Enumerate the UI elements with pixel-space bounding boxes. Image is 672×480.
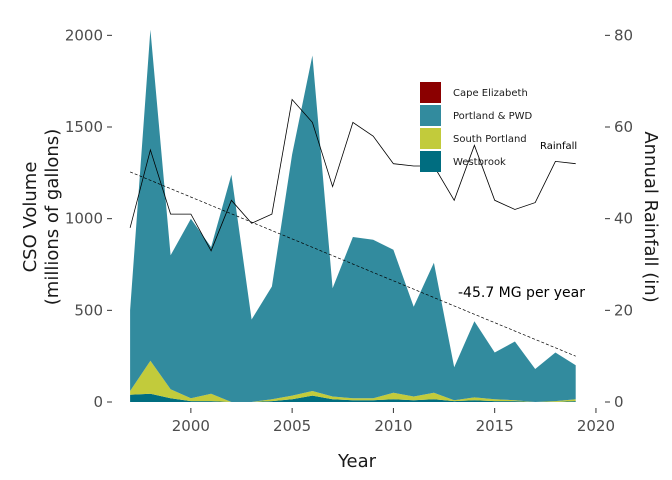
x-tick-label: 2015 [476, 417, 514, 435]
axes: 2000 2005 2010 2015 2020 0 500 1000 1500 2000 0 20 4… [65, 26, 633, 435]
y-tick-label: 2000 [65, 26, 103, 44]
y-tick-label: 1000 [65, 210, 103, 228]
x-tick-label: 2020 [577, 417, 615, 435]
y-tick-label: 1500 [65, 118, 103, 136]
y-tick-label: 0 [93, 393, 103, 411]
legend-label: South Portland [453, 134, 527, 145]
area-westbrook [130, 393, 576, 402]
y2-tick-label: 20 [614, 301, 633, 319]
area-portland-pwd [130, 29, 576, 403]
y-tick-label: 500 [74, 301, 103, 319]
rainfall-annotation: Rainfall [540, 141, 577, 152]
area-south-portland [130, 360, 576, 402]
x-tick-label: 2005 [273, 417, 311, 435]
y2-tick-label: 40 [614, 210, 633, 228]
legend-label: Cape Elizabeth [453, 88, 528, 99]
area-layers [130, 29, 576, 403]
legend-label: Portland & PWD [453, 111, 532, 122]
x-axis-title: Year [337, 451, 377, 472]
y2-tick-label: 60 [614, 118, 633, 136]
legend-key [420, 82, 441, 103]
rainfall-line [129, 98, 576, 252]
line-layers [129, 98, 576, 357]
y2-tick-label: 0 [614, 393, 624, 411]
y-axis-title-line2: (millions of gallons) [42, 129, 63, 305]
x-tick-label: 2010 [374, 417, 412, 435]
legend: Cape Elizabeth Portland & PWD South Portla… [420, 82, 532, 172]
legend-key [420, 105, 441, 126]
legend-key [420, 151, 441, 172]
y-axis-title-line1: CSO Volume [20, 162, 41, 273]
trend-line [129, 171, 576, 357]
legend-key [420, 128, 441, 149]
y2-tick-label: 80 [614, 26, 633, 44]
x-tick-label: 2000 [172, 417, 210, 435]
trend-annotation: -45.7 MG per year [458, 285, 585, 301]
y2-axis-title: Annual Rainfall (in) [640, 131, 661, 302]
legend-label: Westbrook [453, 157, 506, 168]
